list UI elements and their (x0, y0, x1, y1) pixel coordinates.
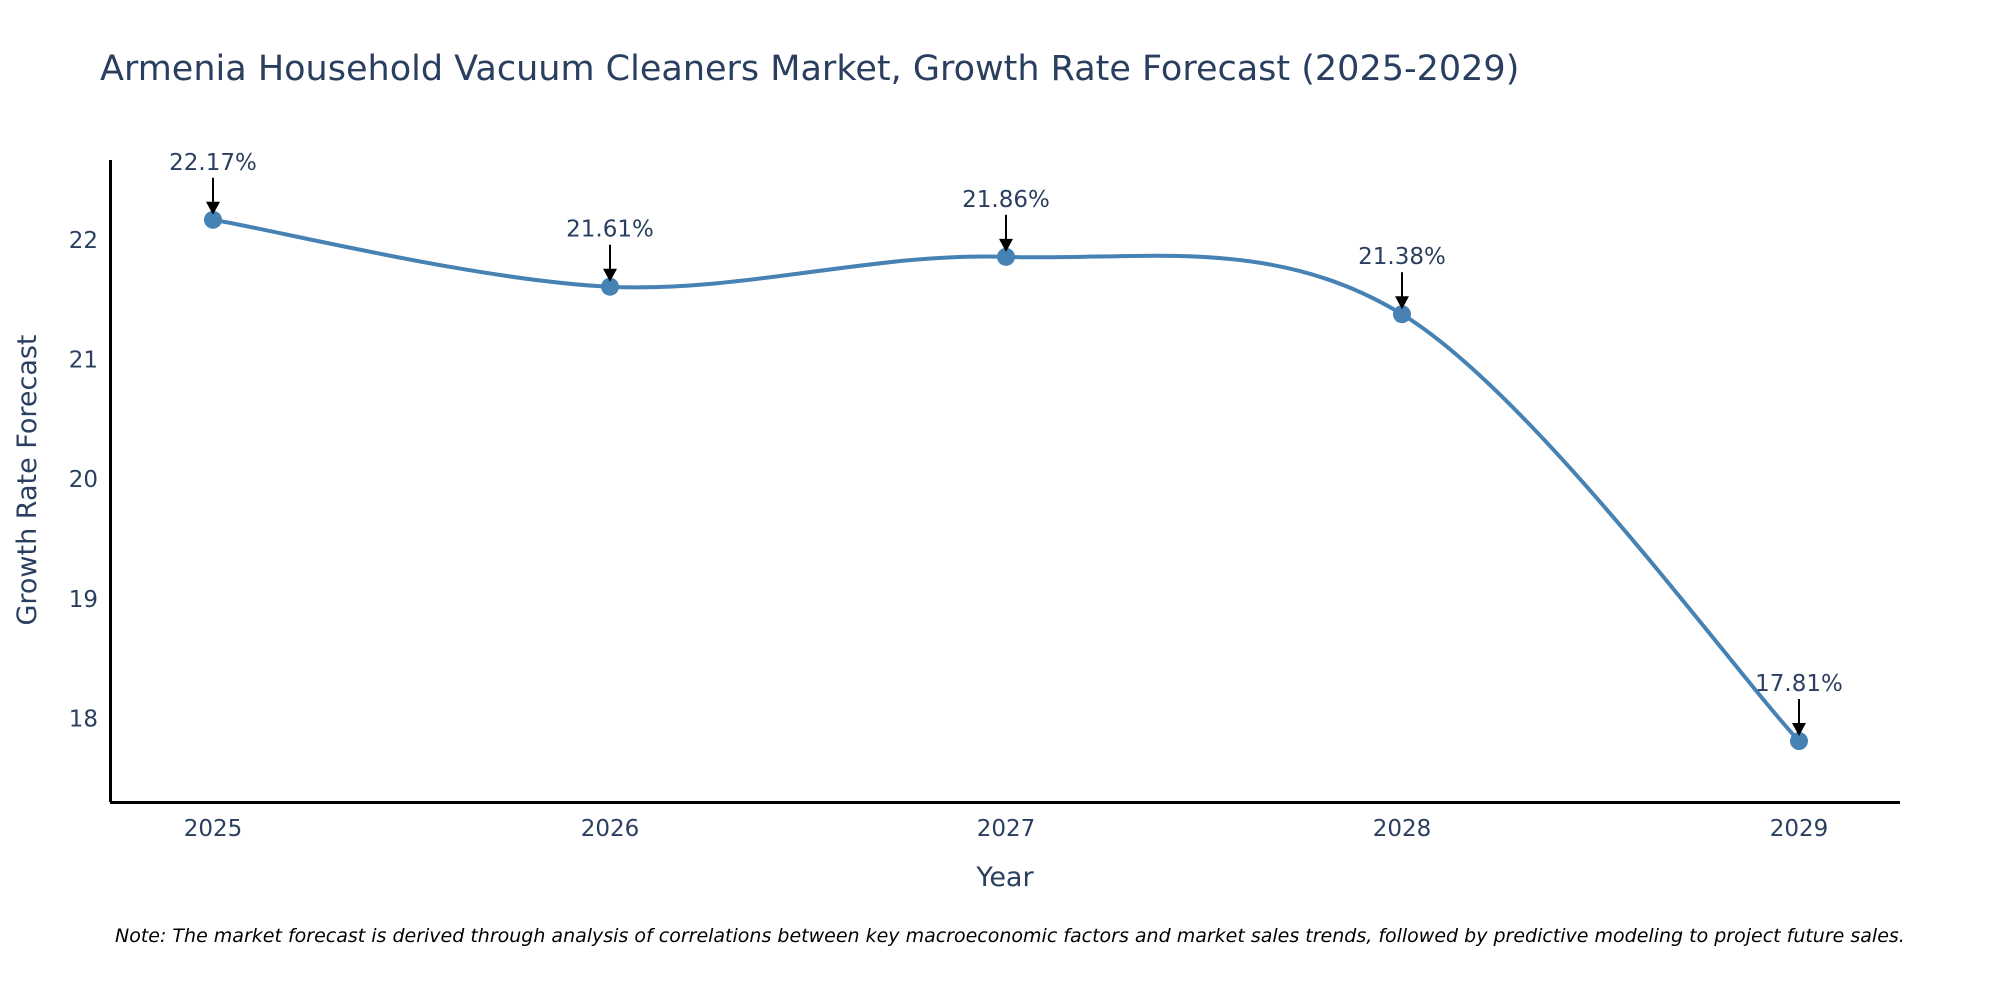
y-tick-label: 19 (69, 587, 98, 613)
y-axis-title: Growth Rate Forecast (12, 334, 43, 625)
data-point-marker (1790, 732, 1808, 751)
x-axis-title: Year (975, 862, 1034, 893)
x-tick-label: 2026 (581, 816, 640, 842)
x-tick-label: 2027 (977, 816, 1036, 842)
series-line (212, 217, 1801, 743)
annotation-arrow-head (1395, 296, 1409, 310)
annotation-arrow-head (999, 238, 1013, 252)
x-tick-label: 2028 (1373, 816, 1432, 842)
y-tick-label: 22 (69, 228, 98, 254)
data-point-marker (1393, 305, 1411, 324)
data-label: 21.61% (566, 217, 654, 243)
annotation-arrow-head (206, 201, 220, 215)
y-tick-labels: 18 19 20 21 22 (69, 228, 98, 732)
data-point-marker (204, 210, 222, 229)
data-label: 21.86% (962, 187, 1050, 213)
y-tick-label: 20 (69, 467, 98, 493)
data-label: 21.38% (1358, 244, 1446, 270)
x-tick-labels: 2025 2026 2027 2028 2029 (184, 816, 1829, 842)
y-tick-label: 18 (69, 706, 98, 732)
data-point-marker (997, 247, 1015, 266)
x-tick-label: 2025 (184, 816, 243, 842)
data-label: 22.17% (169, 150, 257, 176)
data-point-marker (601, 277, 619, 296)
annotation-arrow-head (603, 268, 617, 282)
data-label: 17.81% (1755, 671, 1843, 697)
annotation-arrow-head (1792, 723, 1806, 737)
axes (109, 160, 1900, 804)
data-annotations: 22.17% 21.61% 21.86% 21.38% 17.81% (169, 150, 1843, 737)
chart-title: Armenia Household Vacuum Cleaners Market… (100, 49, 1519, 89)
footnote-note: Note: The market forecast is derived thr… (115, 925, 1905, 947)
y-tick-label: 21 (69, 348, 98, 374)
data-markers (204, 210, 1808, 751)
x-tick-label: 2029 (1770, 816, 1829, 842)
